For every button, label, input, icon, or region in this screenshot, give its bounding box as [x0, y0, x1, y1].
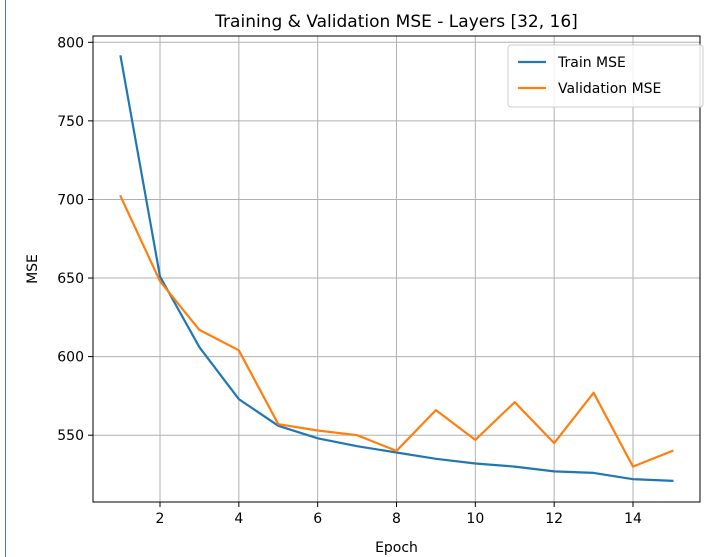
y-tick-label: 550 — [57, 428, 84, 444]
x-axis-label: Epoch — [375, 540, 418, 556]
x-tick-label: 2 — [156, 511, 165, 527]
y-tick-label: 800 — [57, 35, 84, 51]
x-tick-label: 8 — [392, 511, 401, 527]
chart-title: Training & Validation MSE - Layers [32, … — [214, 12, 578, 32]
axis-ticks: 2 4 6 8 10 12 14 550 600 650 700 750 800 — [57, 35, 642, 527]
x-tick-label: 12 — [545, 511, 563, 527]
x-tick-label: 14 — [624, 511, 642, 527]
y-tick-label: 650 — [57, 271, 84, 287]
y-axis-label: MSE — [25, 254, 41, 284]
legend: Train MSE Validation MSE — [507, 44, 704, 108]
grid — [93, 36, 700, 502]
legend-entry: Train MSE — [557, 55, 626, 71]
x-tick-label: 10 — [466, 511, 484, 527]
x-tick-label: 6 — [313, 511, 322, 527]
series-line-validation-mse — [119, 194, 674, 468]
y-tick-label: 600 — [57, 350, 84, 366]
legend-box — [507, 44, 704, 108]
y-tick-label: 700 — [57, 192, 84, 208]
legend-entry: Validation MSE — [558, 81, 661, 97]
series-line-train-mse — [119, 55, 674, 482]
y-tick-label: 750 — [57, 114, 84, 130]
x-tick-label: 4 — [234, 511, 243, 527]
window-edge-line — [5, 0, 6, 557]
series-layer — [119, 55, 674, 482]
